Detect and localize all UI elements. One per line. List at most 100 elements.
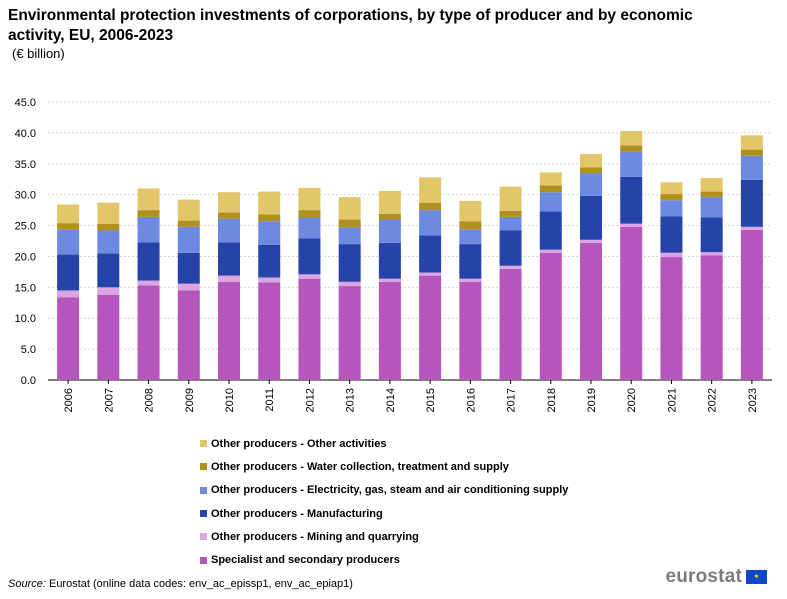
legend-label: Other producers - Mining and quarrying [211, 530, 419, 543]
legend-swatch [200, 533, 207, 541]
bar-segment [660, 216, 683, 253]
bar-segment [620, 226, 643, 380]
bar-segment [137, 216, 160, 243]
bar-segment [298, 217, 321, 239]
bar-segment [258, 277, 281, 283]
eurostat-logo-text: eurostat [665, 566, 742, 587]
bar-segment [97, 253, 120, 288]
bar-segment [338, 227, 361, 245]
bar-segment [620, 223, 643, 227]
bar-segment [459, 221, 482, 230]
bar-segment [419, 275, 442, 380]
bar-segment [539, 249, 562, 253]
bar-segment [499, 230, 522, 266]
legend-item: Other producers - Manufacturing [200, 502, 568, 525]
bar-segment [700, 191, 723, 198]
bar-segment [177, 226, 200, 253]
legend-label: Other producers - Other activities [211, 437, 387, 450]
bar-segment [218, 275, 240, 282]
eu-flag-stars: ✶ [753, 572, 760, 582]
bar-segment [258, 214, 281, 222]
bar-segment [620, 131, 643, 146]
bar-segment [499, 265, 522, 269]
bar-segment [338, 281, 361, 287]
bar-segment [177, 290, 200, 380]
bar-segment [539, 252, 562, 380]
bar-segment [57, 290, 80, 298]
x-tick-label: 2021 [666, 388, 678, 412]
bar-segment [700, 252, 723, 256]
bar-segment [700, 255, 723, 380]
chart-title: Environmental protection investments of … [8, 7, 693, 44]
bar-segment [137, 210, 160, 217]
y-tick-label: 5.0 [21, 344, 36, 356]
bar-segment [378, 190, 401, 214]
bar-segment [700, 197, 723, 218]
bar-segment [378, 278, 401, 282]
bar-segment [97, 230, 120, 254]
y-tick-label: 10.0 [15, 313, 36, 325]
bar-segment [218, 281, 240, 380]
bar-segment [499, 216, 522, 231]
bar-segment [580, 153, 602, 168]
bar-segment [378, 213, 401, 220]
bar-segment [57, 223, 80, 230]
x-tick-label: 2019 [586, 388, 598, 412]
x-tick-label: 2011 [264, 388, 276, 412]
bar-segment [620, 145, 643, 152]
x-tick-label: 2015 [425, 388, 437, 412]
stacked-bar-chart: 0.0 5.0 10.0 15.0 20.0 25.0 30.0 35.0 40.0 45.0 20… [15, 97, 772, 412]
bar-segment [137, 188, 160, 211]
y-tick-label: 0.0 [21, 375, 36, 387]
legend-item: Other producers - Mining and quarrying [200, 525, 568, 548]
bar-segment [298, 210, 321, 218]
bar-segment [419, 235, 442, 273]
bar-segment [57, 297, 80, 380]
legend-swatch [200, 556, 207, 564]
bar-segment [137, 280, 160, 286]
legend-item: Other producers - Other activities [200, 432, 568, 455]
legend-label: Specialist and secondary producers [211, 554, 400, 567]
bar-segment [298, 274, 321, 279]
x-tick-label: 2018 [546, 388, 558, 412]
legend-label: Other producers - Water collection, trea… [211, 460, 509, 473]
chart-subtitle: (€ billion) [12, 46, 65, 61]
bar-segment [499, 186, 522, 211]
bar-segment [177, 283, 200, 291]
bar-segment [620, 151, 643, 177]
x-tick-label: 2017 [506, 388, 518, 412]
bar-segment [218, 218, 240, 243]
bar-segment [740, 155, 763, 180]
x-tick-label: 2012 [304, 388, 316, 412]
bar-segment [338, 219, 361, 228]
x-tick-label: 2022 [707, 388, 719, 412]
y-tick-label: 40.0 [15, 128, 36, 140]
bar-segment [459, 200, 482, 222]
y-tick-label: 30.0 [15, 190, 36, 202]
legend-label: Other producers - Electricity, gas, stea… [211, 484, 569, 497]
bar-segment [660, 252, 683, 258]
bar-segment [580, 173, 602, 196]
bar-segment [57, 204, 80, 224]
bar-segment [97, 294, 120, 380]
bar-segment [700, 217, 723, 253]
bar-segment [459, 244, 482, 279]
bar-segment [177, 199, 200, 221]
bar-segment [419, 202, 442, 211]
legend-item: Specialist and secondary producers [200, 548, 568, 571]
y-tick-label: 45.0 [15, 97, 36, 109]
bar-segment [660, 182, 683, 195]
bar-segment [298, 187, 321, 211]
bar-segment [539, 172, 562, 186]
bar-segment [338, 244, 361, 282]
legend-item: Other producers - Water collection, trea… [200, 455, 568, 478]
eurostat-logo: eurostat ✶ [665, 566, 767, 588]
legend-item: Other producers - Electricity, gas, stea… [200, 479, 568, 502]
bar-segment [580, 242, 602, 380]
bar-segment [218, 212, 240, 219]
bar-segment [740, 229, 763, 380]
source-note: Source: Eurostat (online data codes: env… [8, 578, 353, 590]
eu-flag-icon: ✶ [746, 570, 767, 584]
bar-segment [218, 192, 240, 213]
bar-segment [539, 192, 562, 212]
